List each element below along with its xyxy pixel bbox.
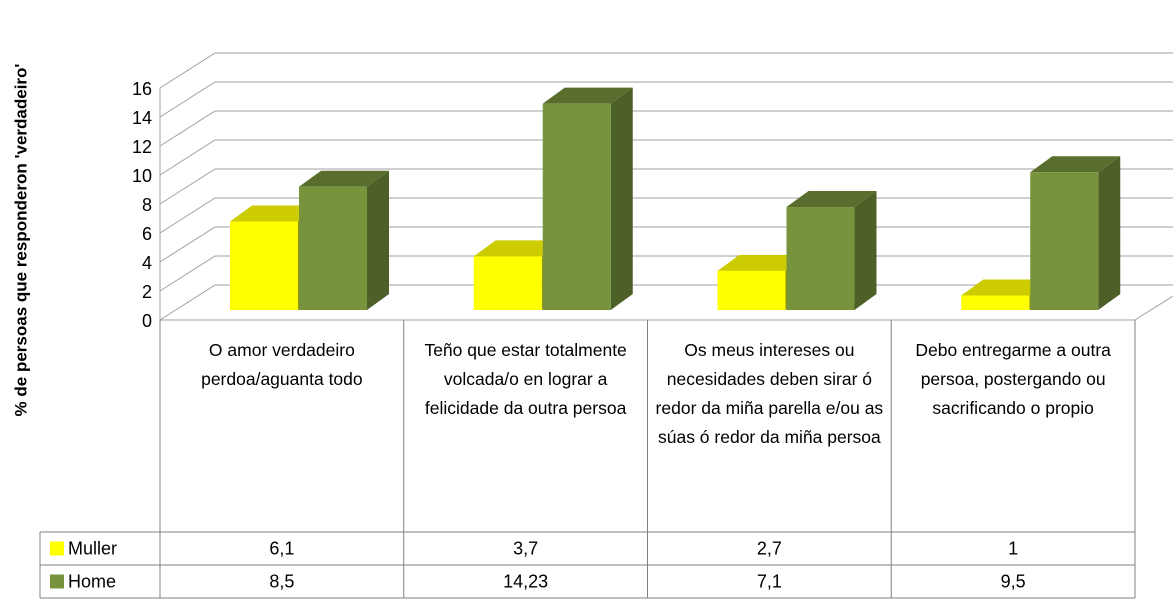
y-tick-label: 0 [142,311,152,331]
bar [1030,156,1121,310]
legend-key [50,574,64,589]
value-label: 2,7 [757,538,782,558]
category-label: Os meus intereses ou necesidades deben s… [655,340,884,447]
bar-front [542,103,611,310]
floor-edge [1134,295,1173,321]
y-tick-label: 6 [142,224,152,244]
category-cell: Teño que estar totalmente volcada/o en l… [424,340,627,418]
bar-side [1098,156,1121,310]
bar-top [230,205,320,222]
legend-label: Home [68,571,116,591]
bar-front [299,186,367,310]
value-label: 6,1 [269,538,294,558]
bar-side [854,191,877,310]
grid-line [159,52,1173,89]
bar-front [230,221,298,310]
y-tick-label: 14 [132,108,152,128]
grid-line [159,81,1173,118]
y-tick-label: 8 [142,195,152,215]
bar [786,191,877,310]
bar [542,87,633,310]
grid-line [159,139,1173,176]
bar-side [367,170,389,310]
bar-side [610,87,633,310]
bar-top [473,240,564,257]
grid-line [159,168,1173,205]
legend-key [50,541,64,556]
bar-front [473,256,542,310]
value-label: 7,1 [757,571,782,591]
bar-top [786,191,877,208]
bar-top [1030,156,1121,173]
category-cell: Os meus intereses ou necesidades deben s… [655,340,884,447]
bar-front [786,207,855,310]
bar-front [961,295,1030,310]
bar [299,170,389,310]
value-label: 1 [1008,538,1018,558]
category-cell: Debo entregarme a outra persoa, posterga… [915,340,1111,418]
bar-front [717,270,786,310]
bar-front [1030,172,1099,310]
y-tick-label: 12 [132,137,152,157]
bar-top [717,254,808,271]
bar-top [961,279,1052,296]
category-label: O amor verdadeiro perdoa/aguanta todo [201,340,363,389]
bar-top [299,170,389,187]
value-label: 8,5 [269,571,294,591]
bar-top [542,87,633,104]
value-label: 14,23 [503,571,548,591]
value-label: 9,5 [1001,571,1026,591]
legend-label: Muller [68,538,117,558]
y-axis-label: % de persoas que responderon 'verdadeiro… [11,64,30,417]
y-tick-label: 10 [132,166,152,186]
y-tick-label: 16 [132,79,152,99]
category-label: Teño que estar totalmente volcada/o en l… [424,340,627,418]
y-tick-label: 4 [142,253,152,273]
category-label: Debo entregarme a outra persoa, posterga… [915,340,1111,418]
value-label: 3,7 [513,538,538,558]
category-cell: O amor verdadeiro perdoa/aguanta todo [201,340,363,389]
grid-line [159,110,1173,147]
y-tick-label: 2 [142,282,152,302]
